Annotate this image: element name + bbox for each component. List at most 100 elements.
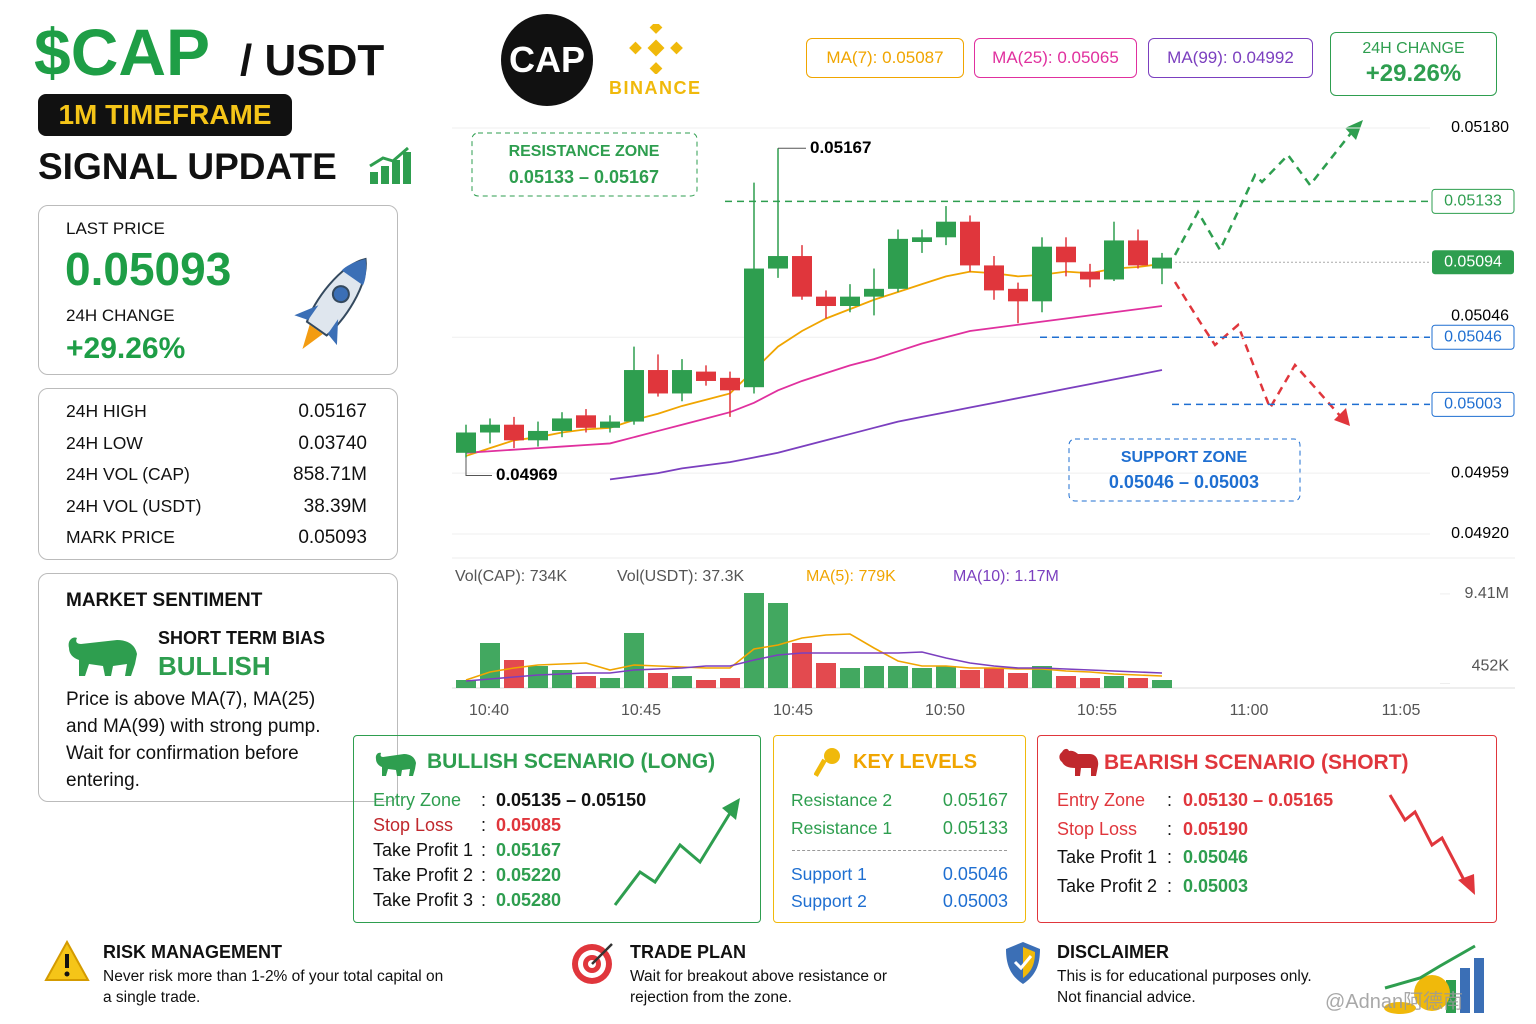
volume-bar — [912, 668, 932, 688]
candle-body — [744, 268, 764, 388]
warning-icon — [44, 940, 90, 981]
volume-bar — [504, 660, 524, 688]
exchange: BINANCE — [609, 78, 702, 98]
scenario-label: Stop Loss — [373, 815, 454, 835]
separator: : — [1167, 818, 1173, 839]
bullish-title: BULLISH SCENARIO (LONG) — [427, 750, 716, 773]
scenario-label: Take Profit 3 — [373, 890, 474, 910]
arrow-head — [1458, 874, 1475, 895]
footer-title: TRADE PLAN — [630, 942, 746, 962]
bullish-path — [1173, 127, 1356, 256]
stat-label: 24H VOL (USDT) — [66, 495, 202, 516]
price-label-box — [1432, 250, 1514, 275]
volume-bar — [720, 678, 740, 688]
ma-line — [609, 369, 1163, 481]
bearish-path — [1173, 281, 1343, 419]
key-level-value: 0.05133 — [942, 818, 1008, 838]
volume-bar — [1032, 666, 1052, 688]
separator: : — [1167, 790, 1173, 810]
y-tick-label: 452K — [1472, 658, 1510, 675]
candle-body — [528, 430, 548, 441]
change-label: 24H CHANGE — [66, 306, 175, 325]
x-tick-label: 10:40 — [469, 702, 509, 719]
volume-bar — [1104, 676, 1124, 688]
key-level-value: 0.05003 — [942, 891, 1008, 911]
volume-bar — [480, 643, 500, 688]
last-price-value: 0.05093 — [65, 243, 232, 295]
key-level-value: 0.05046 — [942, 864, 1008, 884]
volume-ma-line — [465, 633, 1163, 681]
bias-label: SHORT TERM BIAS — [158, 628, 326, 648]
x-tick-label: 10:55 — [1077, 702, 1117, 719]
volume-bar — [792, 643, 812, 688]
volume-bar — [984, 668, 1004, 688]
footer-text: Wait for breakout above resistance or re… — [630, 968, 888, 1006]
change-badge: 24H CHANGE +29.26% — [1330, 32, 1497, 96]
high-label: 0.05167 — [810, 138, 871, 157]
bearish-arrow — [1388, 794, 1467, 883]
candle-body — [1104, 240, 1124, 280]
scenario-value: 0.05167 — [496, 840, 562, 860]
stat-value: 0.05093 — [298, 527, 367, 548]
x-tick-label: 10:45 — [621, 702, 661, 719]
separator: : — [481, 890, 487, 910]
rocket-icon — [294, 257, 367, 350]
candle-body — [480, 424, 500, 433]
candle-body — [696, 371, 716, 381]
candle-body — [648, 370, 668, 394]
volume-bar — [1128, 678, 1148, 688]
candle-body — [912, 237, 932, 242]
bearish-title: BEARISH SCENARIO (SHORT) — [1104, 751, 1409, 774]
shield-icon — [1006, 942, 1040, 984]
scenario-value: 0.05220 — [496, 865, 562, 885]
volume-bar — [1152, 680, 1172, 688]
volume-bar — [936, 666, 956, 688]
candle-body — [600, 421, 620, 428]
sentiment-text: Price is above MA(7), MA(25) and MA(99) … — [66, 689, 321, 791]
leader-line — [465, 457, 492, 476]
support-label-box — [1431, 391, 1515, 417]
support-zone-box — [1068, 438, 1301, 502]
ma-line — [465, 305, 1163, 454]
volume-bar — [552, 670, 572, 688]
x-tick-label: 11:05 — [1382, 702, 1421, 719]
resistance-zone-title: RESISTANCE ZONE — [509, 143, 660, 160]
scenario-label: Take Profit 1 — [373, 840, 474, 860]
watermark: @Adnan阿德南 — [1325, 991, 1464, 1013]
candle-body — [1152, 257, 1172, 269]
resistance-zone-range: 0.05133 – 0.05167 — [509, 167, 659, 187]
logo: CAP — [501, 14, 593, 106]
volume-bar — [840, 668, 860, 688]
separator: : — [481, 865, 487, 885]
candle-body — [552, 418, 572, 431]
key-level-label: Resistance 1 — [791, 818, 893, 838]
candle-body — [1128, 240, 1148, 266]
candle-body — [576, 415, 596, 428]
pair: / USDT — [240, 36, 385, 85]
stat-label: 24H LOW — [66, 432, 143, 453]
candle-body — [768, 256, 788, 269]
candle-body — [720, 377, 740, 391]
volume-ma-line — [465, 651, 1163, 682]
change-value: +29.26% — [66, 332, 186, 365]
bar-icon — [369, 146, 411, 184]
volume-legend: MA(5): 779K — [806, 568, 896, 585]
scenario-label: Take Profit 2 — [1057, 875, 1158, 896]
key-levels-title: KEY LEVELS — [853, 751, 978, 773]
candle-body — [456, 432, 476, 453]
separator: : — [1167, 847, 1173, 867]
symbol: $CAP — [34, 15, 211, 89]
bull-icon — [68, 637, 137, 676]
key-level-label: Support 2 — [791, 891, 867, 911]
coins-icon — [1384, 944, 1484, 1014]
divider — [792, 850, 1007, 851]
separator: : — [1167, 875, 1173, 896]
support-label: 0.05046 — [1444, 328, 1502, 345]
volume-legend: MA(10): 1.17M — [953, 568, 1059, 585]
sentiment-panel: MARKET SENTIMENT SHORT TERM BIAS BULLISH… — [38, 573, 398, 802]
volume-bar — [528, 666, 548, 688]
y-tick-label: 0.05046 — [1451, 307, 1509, 324]
last-price-panel: LAST PRICE 0.05093 24H CHANGE +29.26% — [38, 205, 398, 375]
